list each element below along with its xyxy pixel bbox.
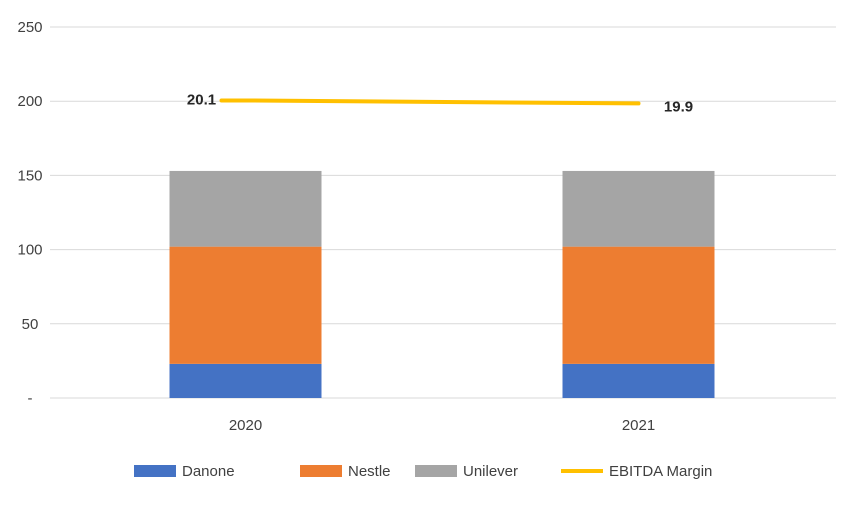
gridlines [50, 26, 836, 399]
legend-item-ebitda-margin: EBITDA Margin [561, 463, 712, 480]
bar-danone-2021 [562, 363, 715, 398]
y-tick-label: - [28, 390, 33, 407]
data-label-2021: 19.9 [664, 98, 693, 115]
line-ebitda-margin [219, 98, 641, 106]
x-axis-categories: 2020 2021 [229, 417, 655, 434]
y-tick-label: 50 [22, 316, 39, 333]
x-tick-label: 2021 [622, 417, 655, 434]
legend-item-danone: Danone [134, 463, 235, 480]
legend-label: EBITDA Margin [609, 463, 712, 480]
y-tick-label: 200 [17, 93, 42, 110]
bars [169, 170, 715, 398]
legend-item-nestle: Nestle [300, 463, 391, 480]
bar-unilever-2021 [562, 170, 715, 247]
y-axis-ticks: - 50 100 150 200 250 [17, 19, 42, 407]
legend-label: Unilever [463, 463, 518, 480]
bar-danone-2020 [169, 363, 322, 398]
legend-label: Nestle [348, 463, 391, 480]
legend: Danone Nestle Unilever EBITDA Margin [134, 463, 712, 480]
legend-swatch [134, 465, 176, 477]
y-tick-label: 150 [17, 167, 42, 184]
y-tick-label: 250 [17, 19, 42, 36]
ebitda-line: 20.1 19.9 [187, 91, 693, 115]
bar-unilever-2020 [169, 170, 322, 247]
legend-item-unilever: Unilever [415, 463, 518, 480]
legend-swatch [300, 465, 342, 477]
bar-nestle-2021 [562, 246, 715, 364]
y-tick-label: 100 [17, 242, 42, 259]
x-tick-label: 2020 [229, 417, 262, 434]
legend-swatch [415, 465, 457, 477]
data-label-2020: 20.1 [187, 91, 216, 108]
legend-label: Danone [182, 463, 235, 480]
bar-nestle-2020 [169, 246, 322, 364]
